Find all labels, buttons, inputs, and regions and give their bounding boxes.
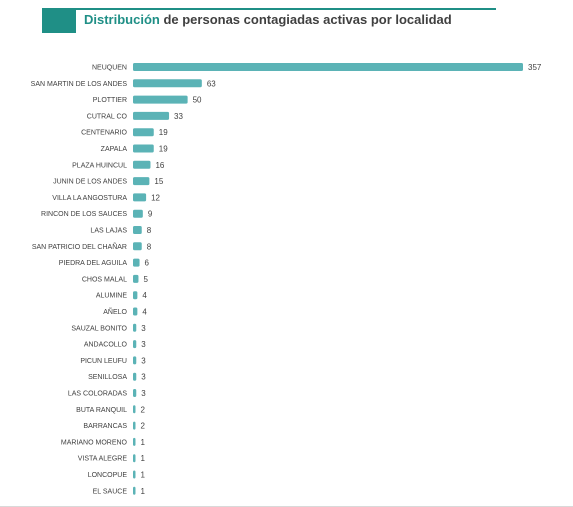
bar — [133, 95, 188, 104]
bar — [133, 79, 202, 88]
category-label: RINCON DE LOS SAUCES — [41, 211, 127, 218]
bar — [133, 63, 523, 71]
bar — [133, 307, 138, 316]
chart-title-banner: Distribución de personas contagiadas act… — [42, 8, 496, 33]
category-label: AÑELO — [103, 307, 127, 316]
category-label: LAS LAJAS — [90, 228, 127, 235]
category-label: ZAPALA — [101, 146, 128, 153]
chart-title: Distribución de personas contagiadas act… — [84, 12, 452, 27]
data-label: 3 — [141, 373, 146, 382]
category-label: SENILLOSA — [88, 374, 127, 381]
data-label: 1 — [141, 438, 146, 447]
bar — [133, 454, 136, 463]
bar — [133, 323, 137, 332]
data-label: 357 — [528, 63, 542, 72]
chart-title-highlight: Distribución — [84, 12, 160, 27]
category-label: LAS COLORADAS — [68, 391, 127, 398]
data-label: 12 — [151, 193, 160, 202]
bar — [133, 144, 154, 153]
data-label: 2 — [141, 405, 146, 414]
data-label: 50 — [193, 96, 202, 105]
category-label: EL SAUCE — [93, 488, 128, 495]
bar — [133, 421, 136, 430]
bar — [133, 291, 138, 300]
category-label: SAN MARTIN DE LOS ANDES — [31, 81, 128, 88]
bar — [133, 160, 151, 169]
bar — [133, 389, 137, 397]
bar — [133, 470, 136, 479]
data-label: 63 — [207, 79, 216, 88]
bar — [133, 274, 139, 283]
bar — [133, 242, 142, 251]
data-label: 4 — [142, 308, 147, 317]
category-label: NEUQUEN — [92, 65, 127, 72]
data-label: 3 — [141, 324, 146, 333]
title-accent-block — [42, 8, 76, 33]
bar — [133, 486, 136, 495]
category-label: CHOS MALAL — [82, 276, 127, 283]
category-label: ANDACOLLO — [84, 342, 128, 349]
bar — [133, 226, 142, 234]
bar — [133, 193, 147, 202]
data-label: 3 — [141, 389, 146, 398]
bar — [133, 177, 150, 186]
bar — [133, 405, 136, 414]
bar — [133, 340, 137, 349]
data-label: 6 — [145, 259, 150, 268]
bar — [133, 258, 140, 267]
category-label: PIEDRA DEL AGUILA — [59, 260, 128, 267]
data-label: 1 — [141, 454, 146, 463]
category-label: BUTA RANQUIL — [76, 407, 127, 414]
category-label: PLOTTIER — [93, 97, 127, 104]
category-label: SAUZAL BONITO — [71, 325, 127, 332]
data-label: 1 — [141, 487, 146, 496]
data-label: 19 — [159, 128, 168, 137]
category-label: PICUN LEUFU — [80, 358, 127, 365]
category-label: JUNIN DE LOS ANDES — [53, 179, 127, 186]
data-label: 15 — [154, 177, 163, 186]
category-label: SAN PATRICIO DEL CHAÑAR — [32, 242, 127, 251]
bar — [133, 437, 136, 446]
chart-title-rest: de personas contagiadas activas por loca… — [159, 12, 452, 27]
category-label: MARIANO MORENO — [61, 439, 128, 446]
data-label: 2 — [141, 422, 146, 431]
data-label: 1 — [141, 471, 146, 480]
bar — [133, 111, 170, 120]
data-label: 3 — [141, 356, 146, 365]
category-label: PLAZA HUINCUL — [72, 162, 127, 169]
data-label: 8 — [147, 226, 152, 235]
data-label: 33 — [174, 112, 183, 121]
category-label: LONCOPUE — [88, 472, 128, 479]
category-label: VILLA LA ANGOSTURA — [52, 195, 127, 202]
category-label: VISTA ALEGRE — [78, 456, 128, 463]
data-label: 4 — [142, 291, 147, 300]
category-label: CUTRAL CO — [87, 113, 128, 120]
bar — [133, 128, 154, 137]
data-label: 16 — [155, 161, 164, 170]
data-label: 3 — [141, 340, 146, 349]
bar — [133, 372, 137, 381]
title-rule — [76, 8, 496, 10]
bar — [133, 209, 143, 218]
category-label: ALUMINE — [96, 293, 127, 300]
category-label: CENTENARIO — [81, 130, 127, 137]
data-label: 9 — [148, 210, 153, 219]
bar — [133, 356, 137, 365]
data-label: 5 — [143, 275, 148, 284]
data-label: 8 — [147, 242, 152, 251]
data-label: 19 — [159, 145, 168, 154]
category-label: BARRANCAS — [83, 423, 127, 430]
